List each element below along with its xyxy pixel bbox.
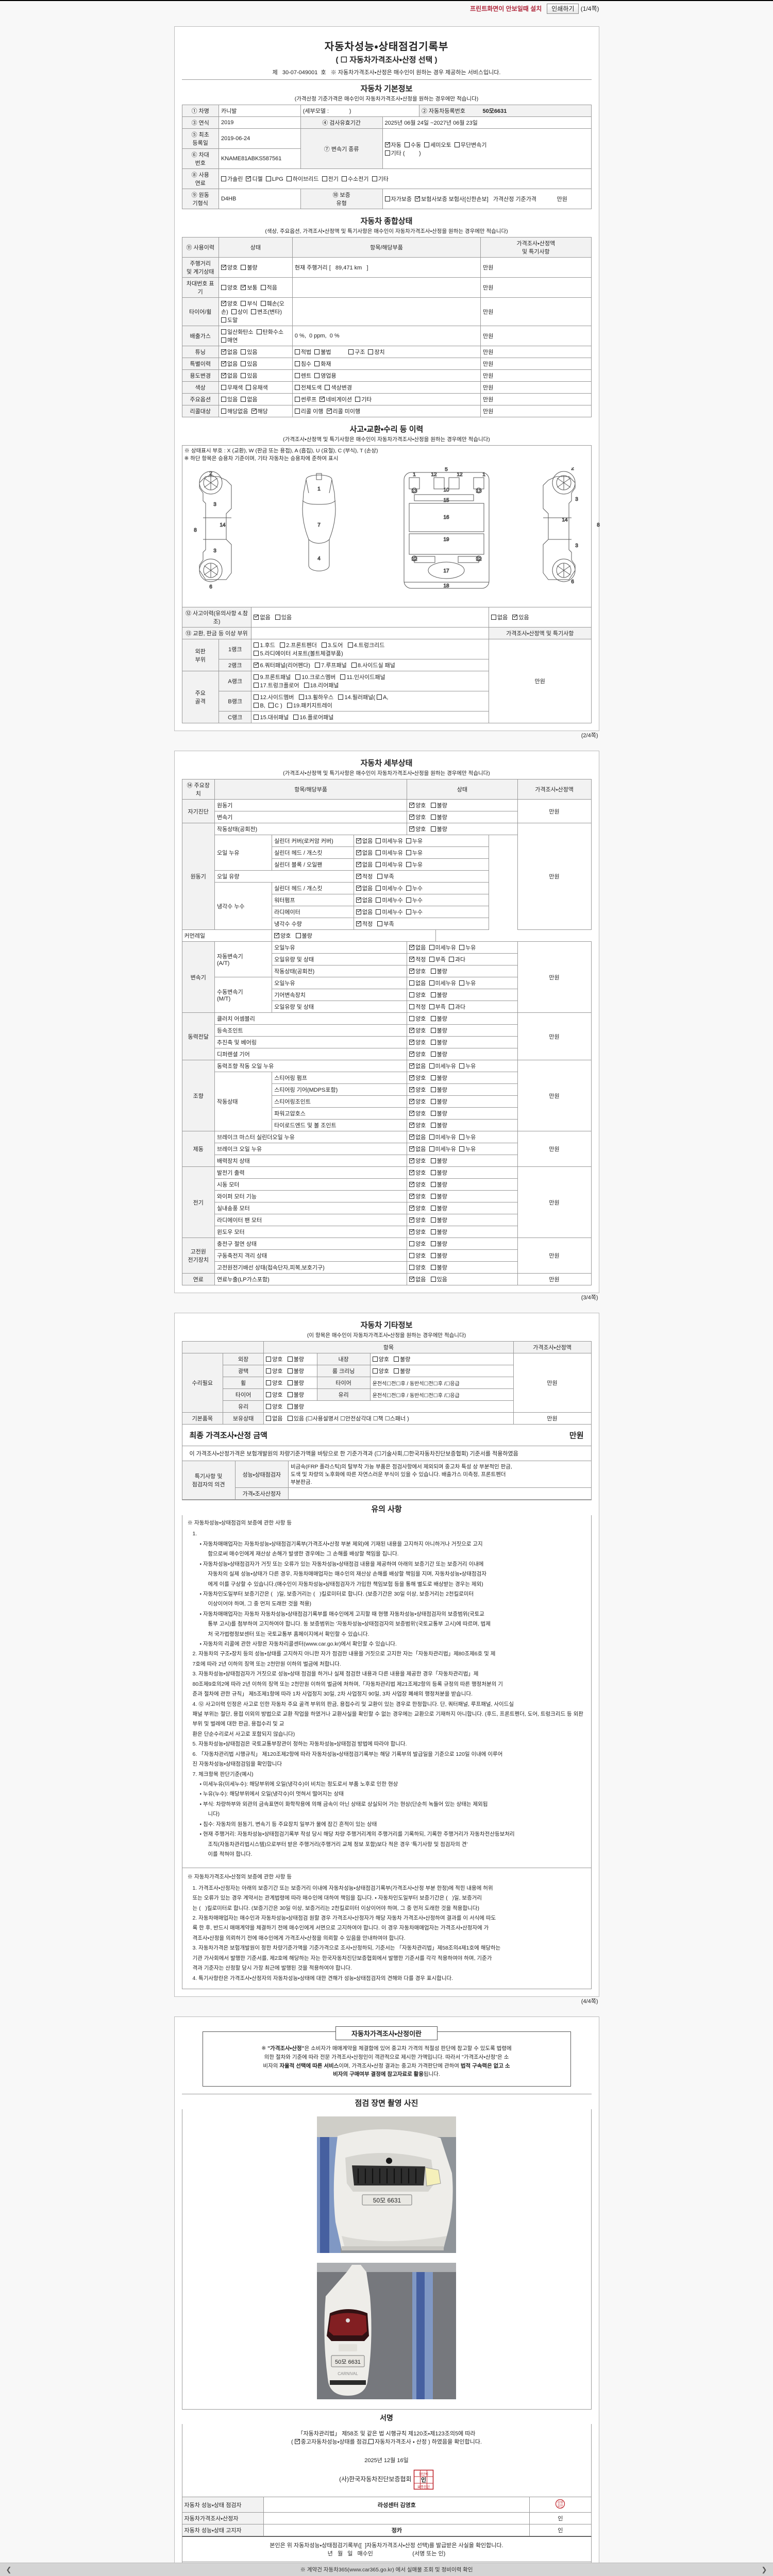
svg-text:50모 6631: 50모 6631 (335, 2359, 361, 2365)
svg-text:16: 16 (443, 515, 449, 520)
svg-text:CARNIVAL: CARNIVAL (338, 2371, 358, 2376)
svg-text:6: 6 (571, 579, 574, 585)
svg-text:13: 13 (476, 488, 482, 494)
svg-text:6: 6 (209, 584, 212, 590)
svg-text:12: 12 (457, 472, 463, 478)
svg-text:3: 3 (213, 548, 216, 554)
svg-text:2: 2 (209, 471, 212, 477)
svg-text:인: 인 (421, 2476, 426, 2483)
svg-text:1: 1 (317, 486, 321, 492)
svg-text:18: 18 (443, 583, 449, 589)
svg-text:10: 10 (443, 487, 449, 493)
svg-text:14: 14 (562, 517, 568, 523)
svg-text:19: 19 (443, 537, 449, 543)
svg-text:1: 1 (413, 472, 416, 478)
svg-text:3: 3 (575, 543, 578, 549)
svg-text:4: 4 (317, 556, 321, 562)
svg-text:1: 1 (482, 472, 485, 478)
svg-text:김영: 김영 (558, 2500, 563, 2504)
svg-text:보증진단: 보증진단 (417, 2484, 430, 2489)
svg-text:17: 17 (443, 568, 449, 574)
svg-text:15: 15 (443, 498, 449, 503)
svg-text:2: 2 (571, 467, 574, 471)
svg-text:협단체: 협단체 (419, 2471, 428, 2476)
svg-text:14: 14 (220, 522, 226, 528)
svg-text:7: 7 (317, 522, 321, 528)
svg-text:8: 8 (194, 528, 197, 533)
svg-text:3: 3 (575, 497, 578, 502)
svg-text:12: 12 (411, 556, 417, 562)
svg-text:호인: 호인 (558, 2504, 563, 2508)
svg-text:13: 13 (411, 488, 417, 494)
svg-text:3: 3 (213, 502, 216, 507)
svg-text:12: 12 (476, 556, 482, 562)
svg-text:12: 12 (431, 472, 437, 478)
svg-text:8: 8 (597, 522, 600, 528)
svg-text:50모 6631: 50모 6631 (373, 2197, 401, 2204)
svg-text:5: 5 (445, 467, 448, 472)
